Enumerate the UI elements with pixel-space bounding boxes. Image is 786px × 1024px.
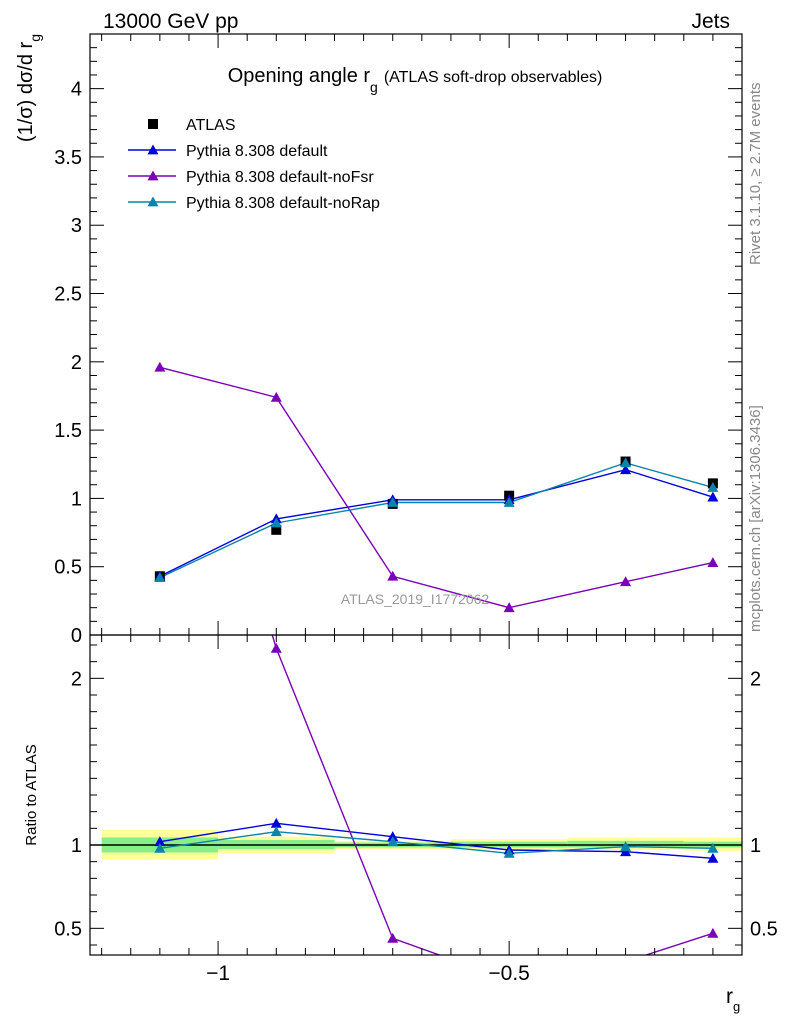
- title-subscript: g: [370, 79, 378, 95]
- legend-label-2: Pythia 8.308 default-noRap: [186, 195, 380, 212]
- series-point-1: [270, 391, 282, 402]
- ratio-point-0: [387, 831, 399, 842]
- xtick-label: −1: [206, 962, 230, 985]
- ylabel-subscript: g: [27, 34, 43, 42]
- ratio-point-1: [387, 932, 399, 943]
- series-point-1: [154, 361, 166, 372]
- series-point-2: [154, 572, 166, 583]
- atlas-data-point: [271, 524, 282, 535]
- ratio-point-0: [270, 817, 282, 828]
- main-ytick-label: 2.5: [54, 284, 82, 306]
- ratio-point-2: [154, 842, 166, 853]
- ratio-point-2: [503, 847, 515, 858]
- series-point-0: [707, 491, 719, 502]
- series-line-1: [159, 366, 714, 609]
- main-ytick-label: 2: [71, 352, 82, 374]
- header-right: Jets: [691, 10, 730, 33]
- legend-label-0: Pythia 8.308 default: [186, 143, 328, 160]
- series-point-0: [620, 464, 632, 475]
- ratio-ytick-label-right: 1: [750, 835, 761, 857]
- series-point-2: [270, 517, 282, 528]
- legend-label-atlas: ATLAS: [186, 117, 236, 134]
- series-point-2: [620, 457, 632, 468]
- main-ylabel: (1/σ) dσ/d rg: [15, 34, 43, 142]
- header-left: 13000 GeV pp: [103, 10, 238, 33]
- mcplots-label: mcplots.cern.ch [arXiv:1306.3436]: [747, 405, 764, 632]
- series-point-1: [620, 576, 632, 587]
- rivet-label: Rivet 3.1.10, ≥ 2.7M events: [747, 83, 764, 266]
- xlabel: rg: [726, 985, 740, 1014]
- series-point-1: [707, 557, 719, 568]
- ratio-frame: [89, 634, 743, 956]
- ratio-point-1: [154, 256, 165, 266]
- ratio-point-1: [620, 956, 631, 966]
- ratio-series-layer: [154, 256, 719, 966]
- ratio-ytick-label: 0.5: [54, 918, 82, 940]
- ratio-ytick-label: 1: [71, 835, 82, 857]
- legend-marker-2: [147, 196, 159, 207]
- main-ytick-label: 1: [71, 488, 82, 510]
- ratio-point-2: [270, 826, 282, 837]
- main-ytick-label: 3: [71, 215, 82, 237]
- ratio-line-2: [159, 830, 713, 855]
- series-point-2: [387, 497, 399, 507]
- main-ytick-label: 0.5: [54, 557, 82, 579]
- ratio-point-0: [707, 852, 719, 863]
- xlabel-text: r: [726, 985, 733, 1008]
- main-ytick-label: 3.5: [54, 147, 82, 169]
- legend: ATLAS Pythia 8.308 default Pythia 8.308 de…: [128, 117, 380, 212]
- ratio-point-1: [707, 927, 719, 938]
- ratio-point-2: [707, 842, 719, 853]
- xtick-label: −0.5: [488, 962, 529, 985]
- main-series-layer: [154, 361, 719, 613]
- ratio-point-0: [154, 836, 166, 847]
- ratio-ytick-label: 2: [71, 668, 82, 690]
- main-ytick-label: 1.5: [54, 420, 82, 442]
- legend-marker-0: [147, 144, 159, 155]
- series-line-2: [159, 462, 714, 579]
- legend-marker-1: [147, 170, 159, 181]
- axes-layer: 0 0.5 1 1.5 2 2.5 3 3.5 4 0.5 0.5 1 1 2 2 −1 −0.5: [54, 33, 778, 985]
- watermark: ATLAS_2019_I1772062: [341, 591, 490, 607]
- ratio-ytick-label-right: 2: [750, 668, 761, 690]
- ratio-line-1: [271, 635, 714, 955]
- ratio-point-0: [620, 846, 632, 857]
- title-text: Opening angle r: [228, 65, 371, 87]
- main-title: Opening angle rg (ATLAS soft-drop observa…: [228, 65, 603, 95]
- main-ytick-label: 0: [71, 625, 82, 647]
- ratio-ytick-label-right: 0.5: [750, 918, 778, 940]
- xlabel-subscript: g: [733, 999, 740, 1014]
- legend-marker-atlas: [148, 119, 158, 129]
- ratio-point-2: [620, 841, 632, 852]
- ratio-ylabel: Ratio to ATLAS: [23, 744, 40, 845]
- series-point-2: [707, 481, 719, 492]
- title-suffix: (ATLAS soft-drop observables): [384, 69, 602, 86]
- series-line-0: [159, 468, 714, 577]
- main-ytick-label: 4: [71, 79, 82, 101]
- ratio-point-2: [387, 836, 399, 847]
- series-point-1: [387, 570, 399, 581]
- series-point-2: [503, 497, 515, 507]
- ylabel-text: (1/σ) dσ/d r: [15, 41, 37, 142]
- series-point-1: [503, 602, 515, 613]
- legend-label-1: Pythia 8.308 default-noFsr: [186, 169, 374, 186]
- ratio-point-1: [270, 642, 282, 653]
- ratio-line-0: [159, 822, 713, 860]
